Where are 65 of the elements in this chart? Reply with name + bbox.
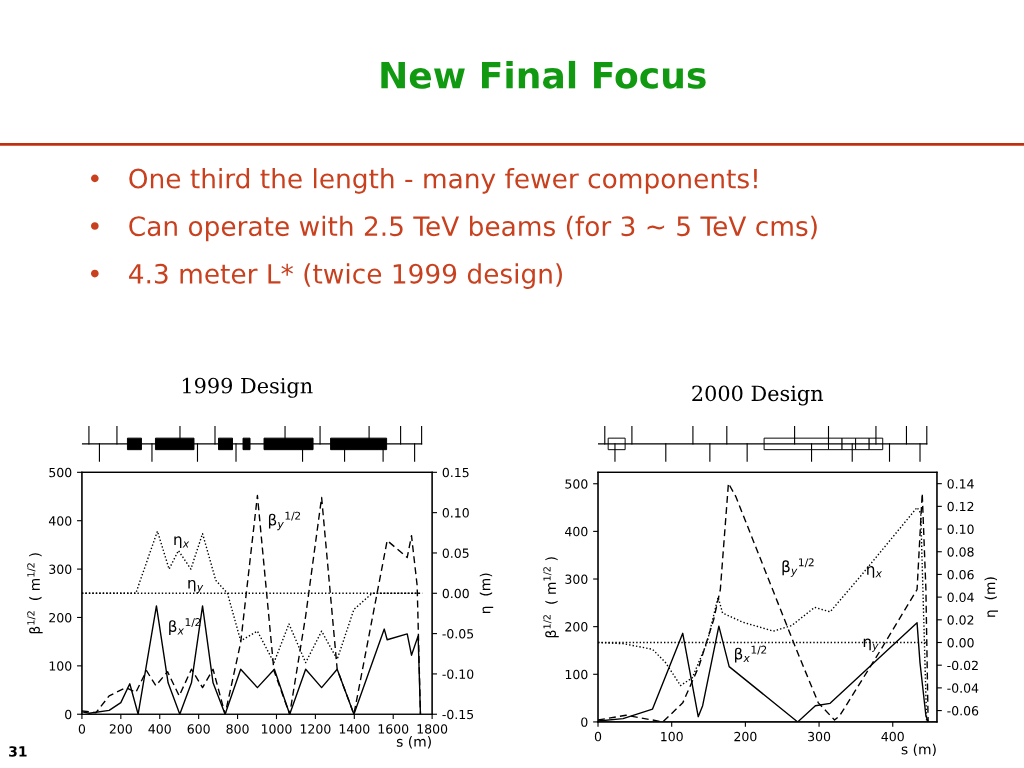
x-tick-label: 1000 — [261, 724, 292, 734]
series-label: η$_{y}$ — [863, 638, 879, 652]
series-label: β$_{y}$$^{1/2}$ — [268, 511, 301, 531]
x-tick-label: 800 — [226, 724, 249, 734]
y-tick-label: 300 — [49, 564, 72, 575]
text: • One third the length - many fewer components! — [90, 168, 757, 194]
x-tick-label: 100 — [661, 731, 683, 742]
chart-title: 2000 Design — [692, 385, 824, 406]
x-tick-label: 300 — [808, 731, 831, 742]
x-axis-title: s (m) — [901, 743, 936, 757]
y2-tick-label: 0.10 — [947, 524, 974, 534]
y2-tick-label: -0.06 — [947, 706, 979, 716]
x-axis-title: s (m) — [396, 736, 431, 749]
y-tick-label: 0 — [581, 717, 588, 727]
series-label: η$_{x}$ — [174, 536, 190, 549]
y2-tick-label: 0.14 — [947, 479, 974, 489]
y2-tick-label: 0.00 — [947, 637, 974, 648]
series-label: β$_{x}$$^{1/2}$ — [735, 645, 767, 663]
x-tick-label: 200 — [109, 724, 132, 734]
y2-tick-label: 0.04 — [947, 592, 974, 603]
y2-tick-label: 0.06 — [947, 569, 974, 580]
x-tick-label: 1200 — [300, 724, 331, 734]
x-tick-label: 1600 — [378, 724, 409, 734]
y2-tick-label: 0.15 — [442, 467, 469, 478]
y2-tick-label: 0.10 — [442, 508, 469, 518]
y2-tick-label: -0.15 — [442, 709, 474, 720]
y-axis-title: β$^{1/2}$ ( m$^{1/2}$ ) — [27, 553, 43, 634]
x-tick-label: 200 — [734, 731, 757, 742]
y2-tick-label: 0.12 — [947, 501, 974, 512]
y-tick-label: 400 — [48, 516, 72, 526]
y-tick-label: 0 — [65, 709, 72, 720]
x-tick-label: 400 — [148, 724, 171, 734]
y2-axis-title: η (m) — [479, 573, 494, 614]
x-tick-label: 400 — [881, 731, 904, 742]
x-tick-label: 1800 — [417, 724, 448, 734]
text: 31 — [9, 746, 27, 757]
text: • Can operate with 2.5 TeV beams (for 3 ~ 5 TeV cms) — [90, 215, 817, 242]
y2-tick-label: -0.02 — [947, 660, 978, 671]
y-axis-title: β$^{1/2}$ ( m$^{1/2}$ ) — [543, 557, 559, 638]
x-tick-label: 1400 — [339, 724, 370, 734]
y2-tick-label: 0.05 — [442, 548, 469, 558]
y-tick-label: 200 — [565, 622, 588, 632]
x-tick-label: 600 — [187, 724, 210, 734]
series-label: η$_{y}$ — [188, 579, 204, 594]
x-tick-label: 0 — [594, 731, 602, 742]
y2-tick-label: 0.08 — [947, 547, 974, 557]
y2-tick-label: -0.10 — [442, 669, 474, 679]
y-tick-label: 100 — [49, 661, 72, 671]
y2-tick-label: 0.00 — [442, 588, 469, 599]
y2-tick-label: -0.04 — [947, 683, 979, 693]
x-tick-label: 0 — [78, 724, 86, 734]
y-tick-label: 300 — [565, 574, 588, 584]
y2-tick-label: -0.05 — [442, 629, 474, 639]
y2-axis-title: η (m) — [984, 577, 999, 617]
y2-tick-label: 0.02 — [947, 615, 974, 625]
series-label: η$_{x}$ — [867, 566, 883, 578]
text: New Final Focus — [381, 60, 706, 89]
y-tick-label: 200 — [49, 612, 72, 623]
y-tick-label: 500 — [49, 467, 72, 478]
series-label: β$_{y}$$^{1/2}$ — [782, 558, 814, 577]
y-tick-label: 500 — [565, 479, 588, 489]
chart-title: 1999 Design — [182, 377, 313, 398]
y-tick-label: 100 — [565, 669, 588, 680]
y-tick-label: 400 — [565, 526, 588, 537]
text: • 4.3 meter L* (twice 1999 design) — [90, 263, 562, 289]
